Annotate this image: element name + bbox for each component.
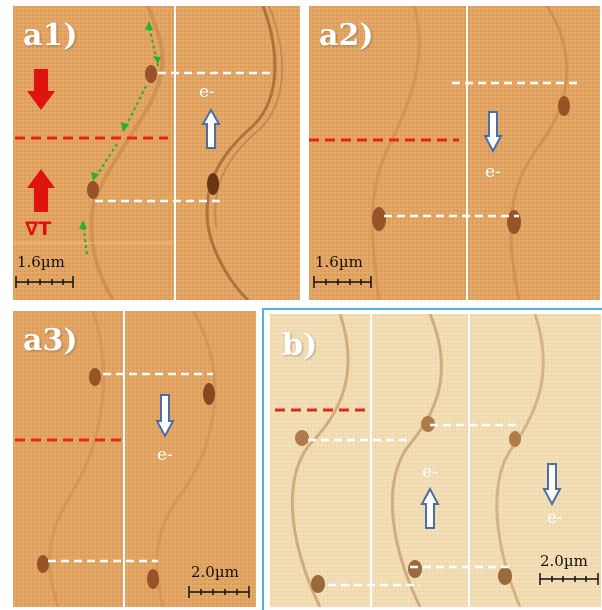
scale-bar (188, 586, 250, 598)
red-arrow-down (27, 69, 55, 110)
domain-spot (558, 96, 570, 116)
panel-a1-image (13, 6, 300, 300)
domain-spot (89, 368, 101, 386)
electron-label: e- (157, 445, 173, 465)
red-arrow-up (27, 169, 55, 212)
electron-arrow-up (420, 486, 440, 529)
electron-arrow-up (201, 107, 221, 149)
panel-b-frame (262, 308, 602, 610)
scale-bar-label: 2.0µm (540, 552, 588, 570)
domain-spot (509, 431, 521, 447)
temperature-gradient-label: ∇T (25, 218, 52, 240)
panel-a3: a3) e- 2.0µm (13, 311, 256, 607)
panel-label: a2) (319, 18, 374, 53)
scale-bar (15, 276, 74, 288)
domain-spot (207, 173, 219, 195)
electron-label: e- (547, 508, 563, 528)
panel-a3-image (13, 311, 256, 607)
panel-label: a1) (23, 18, 78, 53)
domain-spot (507, 210, 521, 234)
panel-a1: a1) e- ∇T 1.6µm (13, 6, 300, 300)
electron-label: e- (485, 162, 501, 182)
panel-label: a3) (23, 323, 78, 358)
electron-arrow-down (542, 463, 562, 507)
scale-bar-label: 1.6µm (17, 253, 65, 271)
panel-a2-image (309, 6, 600, 300)
domain-spot (203, 383, 215, 405)
domain-spot (145, 65, 157, 83)
electron-label: e- (199, 82, 215, 102)
panel-a2: a2) e- 1.6µm (309, 6, 600, 300)
electron-label: e- (422, 462, 438, 482)
scale-bar (539, 573, 599, 585)
electron-arrow-down (483, 111, 503, 154)
panel-label: b) (282, 328, 318, 363)
scale-bar-label: 1.6µm (315, 253, 363, 271)
domain-spot (87, 181, 99, 199)
domain-spot (311, 575, 325, 593)
panel-b-image (270, 314, 601, 607)
domain-spot (372, 207, 386, 231)
domain-spot (37, 555, 49, 573)
domain-spot (408, 560, 422, 578)
panel-b: b) e- e- 2.0µm (270, 314, 601, 607)
electron-arrow-down (155, 394, 175, 439)
scale-bar-label: 2.0µm (191, 563, 239, 581)
scale-bar (313, 276, 372, 288)
domain-spot (295, 430, 309, 446)
domain-spot (147, 569, 159, 589)
domain-spot (421, 416, 435, 432)
domain-spot (498, 567, 512, 585)
